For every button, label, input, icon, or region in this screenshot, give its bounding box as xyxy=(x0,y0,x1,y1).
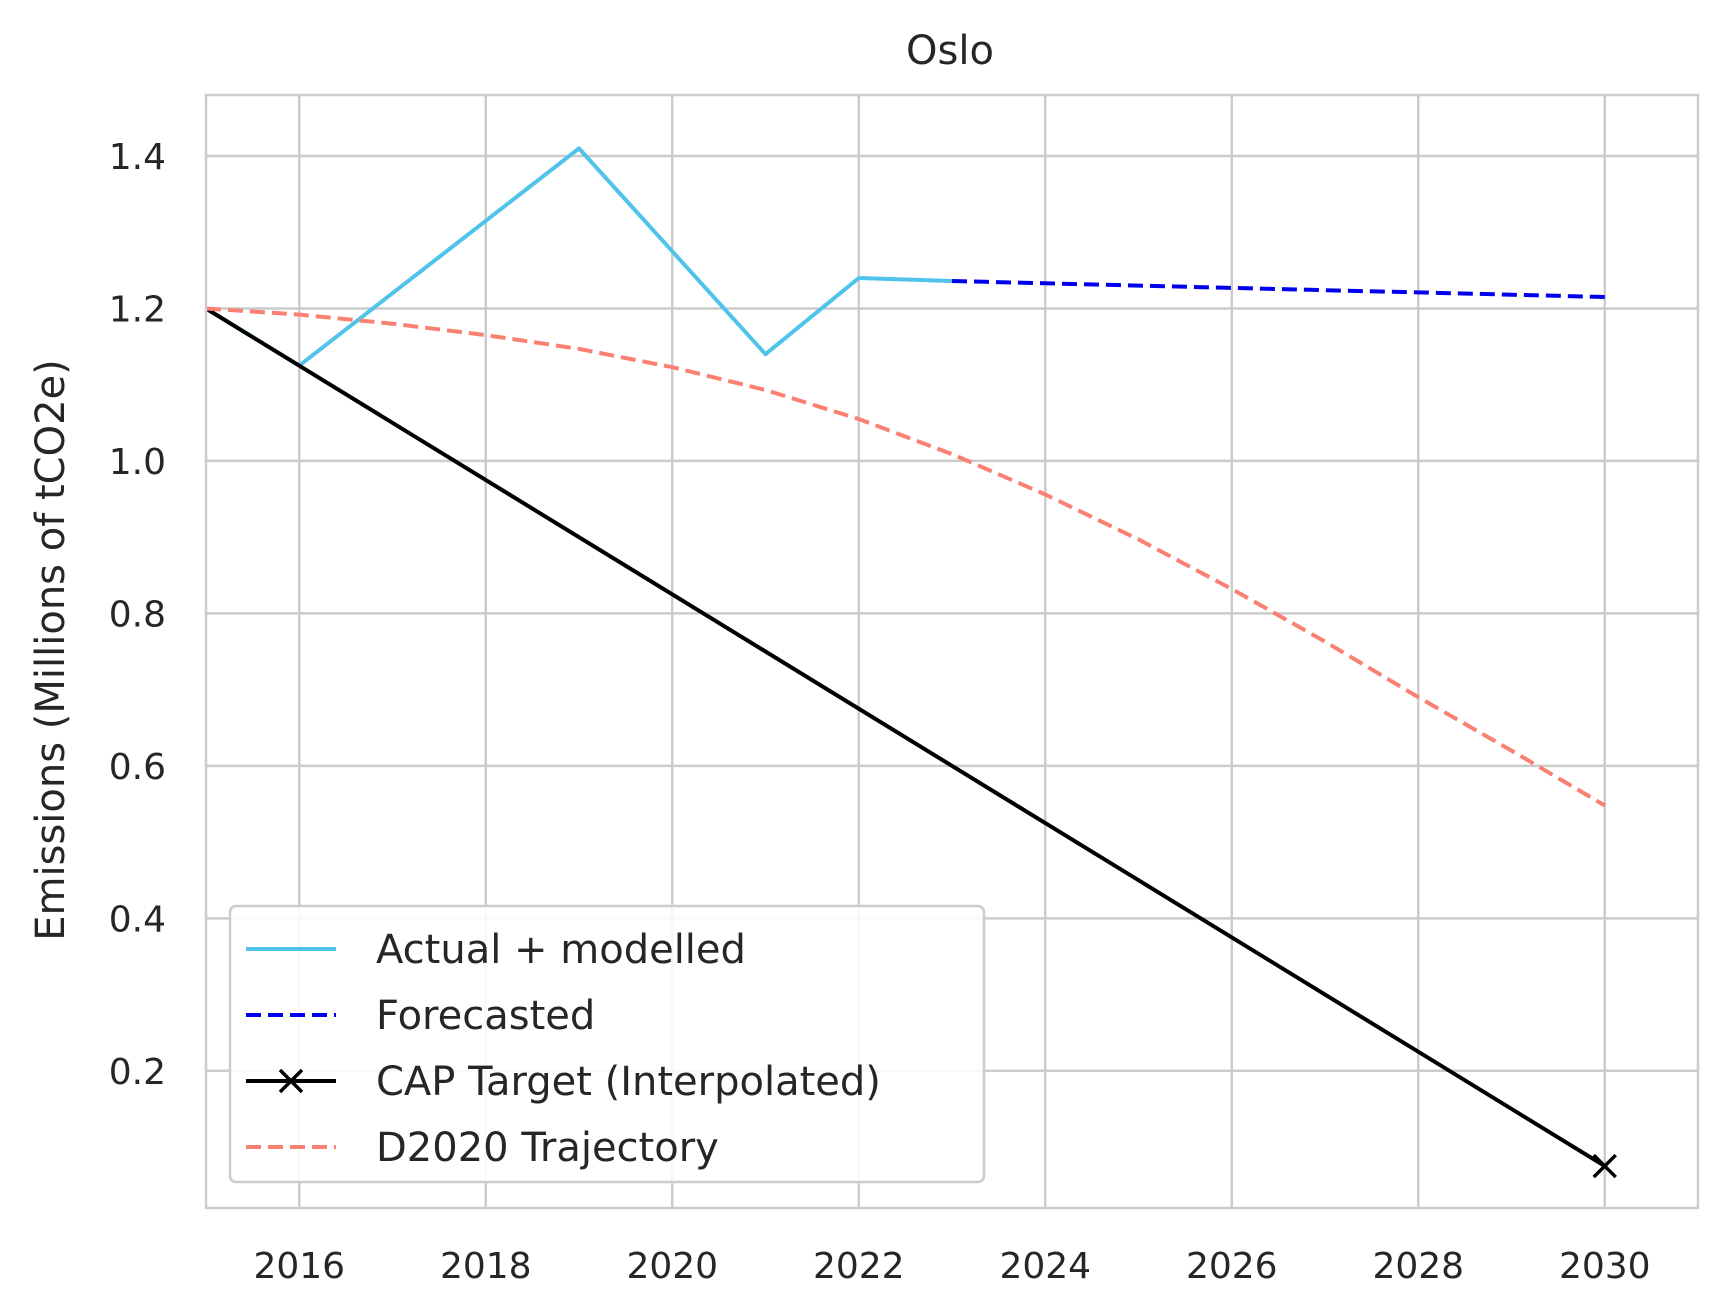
y-tick-label: 0.4 xyxy=(109,899,166,940)
series-x-marker xyxy=(1592,1153,1617,1179)
y-axis-label: Emissions (Millions of tCO2e) xyxy=(28,359,74,941)
x-tick-label: 2028 xyxy=(1372,1246,1464,1287)
plot-series xyxy=(204,146,1617,1179)
y-tick-label: 0.2 xyxy=(109,1052,166,1093)
y-tick-label: 0.8 xyxy=(109,594,166,635)
y-tick-label: 1.4 xyxy=(109,137,166,178)
y-tick-label: 1.2 xyxy=(109,289,166,330)
x-tick-label: 2026 xyxy=(1186,1246,1278,1287)
x-tick-label: 2030 xyxy=(1559,1246,1651,1287)
legend-x-marker xyxy=(278,1068,304,1094)
chart-title: Oslo xyxy=(906,28,994,74)
plot-frame xyxy=(204,93,1700,1210)
legend-label: D2020 Trajectory xyxy=(376,1125,719,1171)
x-tick-label: 2020 xyxy=(626,1246,718,1287)
legend-label: Actual + modelled xyxy=(376,927,746,973)
legend-box xyxy=(228,904,986,1184)
y-tick-label: 0.6 xyxy=(109,747,166,788)
series-line xyxy=(204,146,953,368)
x-tick-label: 2022 xyxy=(813,1246,905,1287)
legend: Actual + modelled Forecasted CAP Target (I… xyxy=(228,904,986,1184)
axis-tick-labels: 2016 2018 2020 2022 2024 2026 2028 2030 0.2 0.4 0.… xyxy=(109,137,1651,1287)
x-tick-label: 2018 xyxy=(440,1246,532,1287)
series-line xyxy=(205,306,1606,808)
legend-label: CAP Target (Interpolated) xyxy=(376,1059,881,1105)
x-tick-label: 2024 xyxy=(999,1246,1091,1287)
series-line xyxy=(204,306,1606,1168)
x-tick-label: 2016 xyxy=(253,1246,345,1287)
y-tick-label: 1.0 xyxy=(109,442,166,483)
legend-label: Forecasted xyxy=(376,993,595,1039)
